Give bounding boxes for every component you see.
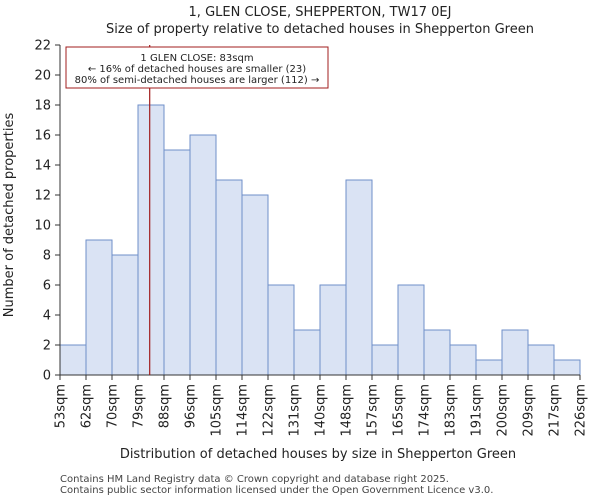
bar: [527, 344, 555, 376]
y-axis-ticks: 0 2 4 6 8 10 12 14 16 18 20 22: [34, 39, 60, 384]
y-tick-label: 6: [43, 279, 51, 294]
y-axis-label: Number of detached properties: [2, 113, 17, 318]
x-tick-label: 62sqm: [80, 384, 95, 428]
bar: [397, 284, 425, 376]
bar: [371, 344, 399, 376]
x-tick-label: 191sqm: [470, 384, 485, 437]
y-tick-label: 4: [43, 309, 51, 324]
x-tick-label: 165sqm: [392, 384, 407, 437]
chart-title: 1, GLEN CLOSE, SHEPPERTON, TW17 0EJ: [189, 5, 452, 20]
x-tick-label: 148sqm: [340, 384, 355, 437]
y-tick-label: 18: [34, 99, 51, 114]
x-axis-ticks: 53sqm 62sqm 70sqm 79sqm 88sqm 96sqm 105sqm 114s…: [54, 375, 589, 437]
bar: [553, 359, 581, 376]
y-tick-label: 20: [34, 69, 51, 84]
x-tick-label: 226sqm: [574, 384, 589, 437]
bar: [189, 134, 217, 376]
y-tick-label: 8: [43, 249, 51, 264]
x-axis-label: Distribution of detached houses by size …: [120, 447, 516, 462]
annotation-box: 1 GLEN CLOSE: 83sqm ← 16% of detached ho…: [65, 46, 329, 89]
y-tick-label: 12: [34, 189, 51, 204]
chart-subtitle: Size of property relative to detached ho…: [106, 22, 534, 37]
annotation-line-3: 80% of semi-detached houses are larger (…: [75, 75, 320, 86]
y-tick-label: 2: [43, 339, 51, 354]
bar: [85, 239, 113, 376]
bar: [293, 329, 321, 376]
bar: [449, 344, 477, 376]
footer-line-2: Contains public sector information licen…: [60, 485, 494, 496]
y-tick-label: 10: [34, 219, 51, 234]
bar: [345, 179, 373, 376]
bar: [423, 329, 451, 376]
x-tick-label: 200sqm: [496, 384, 511, 437]
bar: [111, 254, 139, 376]
bar: [475, 359, 503, 376]
y-tick-label: 16: [34, 129, 51, 144]
x-tick-label: 140sqm: [314, 384, 329, 437]
x-tick-label: 131sqm: [288, 384, 303, 437]
annotation-line-1: 1 GLEN CLOSE: 83sqm: [140, 53, 253, 64]
x-tick-label: 70sqm: [106, 384, 121, 428]
annotation-border: [65, 46, 329, 89]
x-tick-label: 105sqm: [210, 384, 225, 437]
x-tick-label: 96sqm: [184, 384, 199, 428]
bar: [163, 149, 191, 376]
y-tick-label: 14: [34, 159, 51, 174]
x-tick-label: 174sqm: [418, 384, 433, 437]
bar: [137, 104, 165, 376]
bar: [215, 179, 243, 376]
x-tick-label: 217sqm: [548, 384, 563, 437]
x-tick-label: 114sqm: [236, 384, 251, 437]
bar: [267, 284, 295, 376]
bar: [501, 329, 529, 376]
x-tick-label: 157sqm: [366, 384, 381, 437]
x-tick-label: 209sqm: [522, 384, 537, 437]
bars: [59, 104, 581, 376]
y-tick-label: 0: [43, 369, 51, 384]
annotation-line-2: ← 16% of detached houses are smaller (23…: [88, 64, 306, 75]
x-tick-label: 88sqm: [158, 384, 173, 428]
bar: [241, 194, 269, 376]
footer-line-1: Contains HM Land Registry data © Crown c…: [60, 474, 449, 485]
x-tick-label: 122sqm: [262, 384, 277, 437]
x-tick-label: 53sqm: [54, 384, 69, 428]
y-tick-label: 22: [34, 39, 51, 54]
bar: [319, 284, 347, 376]
x-tick-label: 79sqm: [132, 384, 147, 428]
x-tick-label: 183sqm: [444, 384, 459, 437]
bar: [59, 344, 87, 376]
